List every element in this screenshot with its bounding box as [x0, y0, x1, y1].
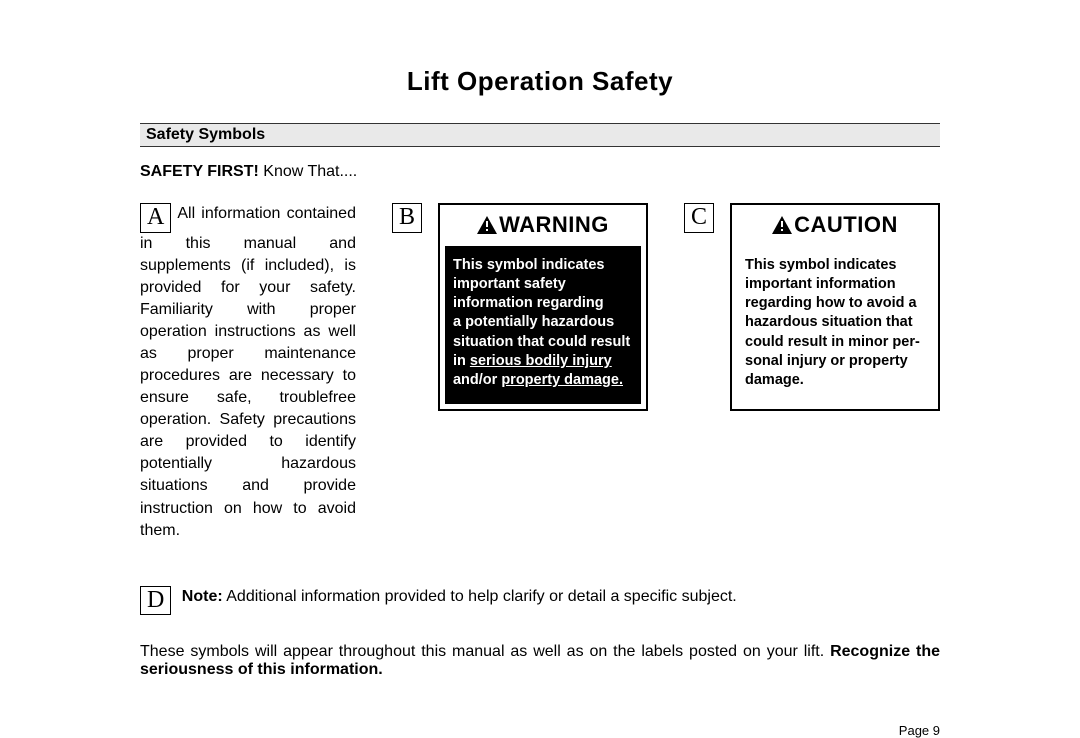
section-header: Safety Symbols [140, 123, 940, 147]
block-a-text: All information contained in this manual… [140, 205, 356, 539]
warning-body-line2: and/or [453, 372, 501, 388]
letter-d-marker: D [140, 586, 171, 616]
warning-body-ul1: serious bodily injury [470, 353, 612, 369]
block-d: D Note: Additional information provided … [140, 586, 940, 616]
safety-first-line: SAFETY FIRST! Know That.... [140, 163, 940, 181]
safety-first-label: SAFETY FIRST! [140, 163, 259, 180]
caution-icon [772, 214, 792, 240]
page-number: Page 9 [140, 723, 940, 738]
caution-head: CAUTION [737, 210, 933, 246]
block-c: C CAUTION This symbol indicates importan… [684, 203, 940, 411]
letter-b-marker: B [392, 203, 422, 233]
warning-body: This symbol indicates important safety i… [445, 246, 641, 404]
page-title: Lift Operation Safety [140, 66, 940, 97]
closing-plain: These symbols will appear throughout thi… [140, 643, 830, 660]
block-b: B WARNING This symbol indicates importan… [392, 203, 648, 411]
letter-a-marker: A [140, 203, 171, 233]
caution-box: CAUTION This symbol indicates important … [730, 203, 940, 411]
warning-body-ul2: property damage. [501, 372, 623, 388]
closing-paragraph: These symbols will appear throughout thi… [140, 643, 940, 679]
note-label: Note: [182, 588, 223, 605]
document-page: Lift Operation Safety Safety Symbols SAF… [140, 66, 940, 738]
caution-head-text: CAUTION [794, 212, 898, 237]
letter-c-marker: C [684, 203, 714, 233]
warning-head: WARNING [445, 210, 641, 246]
caution-body: This symbol indicates important informat… [737, 246, 933, 404]
warning-box: WARNING This symbol indicates important … [438, 203, 648, 411]
warning-icon [477, 214, 497, 240]
safety-first-rest: Know That.... [259, 163, 357, 180]
symbols-row: AAll information contained in this manua… [140, 203, 940, 542]
warning-head-text: WARNING [499, 212, 609, 237]
block-a: AAll information contained in this manua… [140, 203, 356, 542]
note-text: Additional information provided to help … [223, 588, 737, 605]
